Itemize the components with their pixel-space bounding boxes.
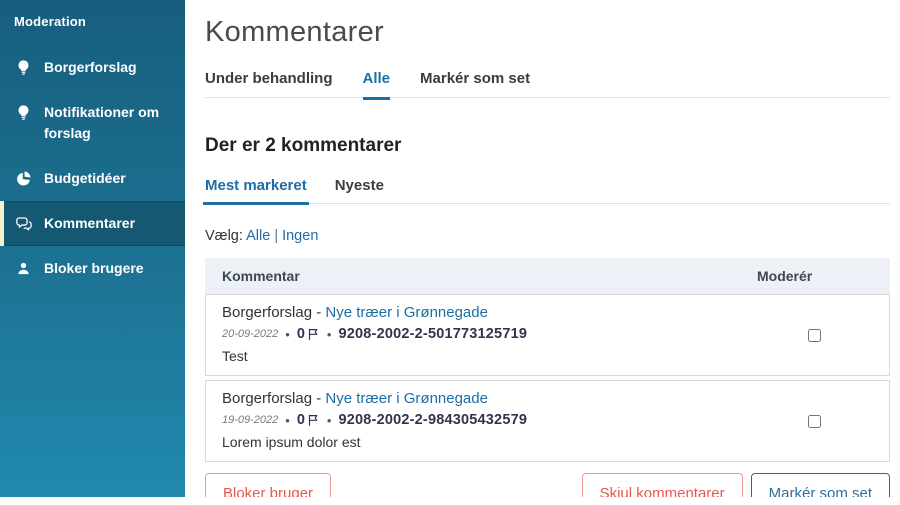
select-separator: | (274, 228, 279, 244)
sidebar-title: Moderation (14, 14, 87, 29)
table-header: Kommentar Moderér (205, 258, 890, 294)
select-none-link[interactable]: Ingen (282, 228, 319, 244)
subtab-nyeste[interactable]: Nyeste (334, 177, 384, 194)
comment-date: 19-09-2022 (222, 414, 279, 426)
pie-chart-icon (14, 170, 33, 187)
flag-count: 0 (297, 326, 320, 342)
comment-id: 9208-2002-2-501773125719 (338, 326, 528, 342)
comment-text: Lorem ipsum dolor est (222, 434, 361, 450)
moderate-cell (739, 295, 889, 375)
comment-date: 20-09-2022 (222, 328, 279, 340)
sidebar-item-kommentarer[interactable]: Kommentarer (0, 201, 185, 246)
lightbulb-icon (14, 104, 33, 121)
sidebar-item-label: Bloker brugere (44, 260, 144, 276)
chat-bubbles-icon (14, 215, 33, 233)
sidebar-item-notifikationer[interactable]: Notifikationer om forslag (0, 90, 185, 156)
column-header-kommentar: Kommentar (222, 268, 300, 284)
comment-meta-line: 19-09-2022 • 0 • 9208-2002-2-98430543257… (222, 412, 723, 428)
lightbulb-icon (14, 59, 33, 76)
main-tab-bar: Under behandling Alle Markér som set (205, 64, 890, 100)
flag-count-value: 0 (296, 326, 305, 342)
comment-cell: Borgerforslag - Nye træer i Grønnegade 1… (206, 381, 739, 461)
sidebar-item-bloker-brugere[interactable]: Bloker brugere (0, 246, 185, 291)
sidebar-item-label: Kommentarer (44, 215, 136, 231)
tab-under-behandling[interactable]: Under behandling (205, 70, 333, 87)
flag-icon (308, 414, 318, 426)
moderate-checkbox[interactable] (807, 328, 821, 342)
meta-separator: • (326, 412, 332, 428)
meta-separator: • (285, 412, 290, 428)
flag-count-value: 0 (296, 412, 305, 428)
table-row: Borgerforslag - Nye træer i Grønnegade 2… (205, 294, 890, 376)
hide-comments-button[interactable]: Skjul kommentarer (581, 473, 743, 497)
flag-icon (308, 328, 318, 340)
proposal-link[interactable]: Nye træer i Grønnegade (325, 304, 488, 321)
comment-meta-line: 20-09-2022 • 0 • 9208-2002-2-50177312571… (222, 326, 723, 342)
comment-id: 9208-2002-2-984305432579 (338, 412, 528, 428)
select-all-link[interactable]: Alle (246, 228, 271, 244)
sidebar-item-label: Budgetidéer (44, 170, 126, 186)
sort-tab-bar: Mest markeret Nyeste (203, 177, 890, 205)
subtab-mest-markeret[interactable]: Mest markeret (203, 177, 309, 205)
comments-table: Kommentar Moderér Borgerforslag - Nye tr… (205, 258, 890, 462)
moderate-cell (739, 381, 889, 461)
comment-source-line: Borgerforslag - Nye træer i Grønnegade (222, 390, 723, 407)
comment-source: Borgerforslag - (222, 390, 322, 407)
proposal-link[interactable]: Nye træer i Grønnegade (325, 390, 488, 407)
meta-separator: • (285, 326, 290, 342)
sidebar-item-budgetideer[interactable]: Budgetidéer (0, 156, 185, 201)
sidebar-item-borgerforslag[interactable]: Borgerforslag (0, 45, 185, 90)
main-content: Kommentarer Under behandling Alle Markér… (185, 0, 900, 497)
tab-marker-som-set[interactable]: Markér som set (420, 70, 531, 87)
meta-separator: • (326, 326, 332, 342)
table-row: Borgerforslag - Nye træer i Grønnegade 1… (205, 380, 890, 462)
select-label: Vælg: (205, 228, 243, 244)
comment-cell: Borgerforslag - Nye træer i Grønnegade 2… (206, 295, 739, 375)
mark-as-seen-button[interactable]: Markér som set (750, 473, 890, 497)
page-title: Kommentarer (205, 16, 384, 48)
action-button-row: Bloker bruger Skjul kommentarer Markér s… (205, 473, 890, 497)
sidebar: Moderation Borgerforslag Notifikationer … (0, 0, 185, 497)
tab-alle[interactable]: Alle (362, 64, 390, 100)
comment-source-line: Borgerforslag - Nye træer i Grønnegade (222, 304, 723, 321)
person-icon (14, 260, 33, 277)
sidebar-item-label: Borgerforslag (44, 59, 137, 75)
flag-count: 0 (297, 412, 320, 428)
comment-source: Borgerforslag - (222, 304, 322, 321)
select-all-none-row: Vælg: Alle | Ingen (205, 228, 890, 244)
sidebar-item-label: Notifikationer om forslag (44, 104, 160, 141)
comment-text: Test (222, 348, 248, 364)
comment-count-heading: Der er 2 kommentarer (205, 135, 402, 156)
column-header-moderer: Moderér (757, 268, 813, 284)
moderate-checkbox[interactable] (807, 414, 821, 428)
block-user-button[interactable]: Bloker bruger (205, 473, 332, 497)
